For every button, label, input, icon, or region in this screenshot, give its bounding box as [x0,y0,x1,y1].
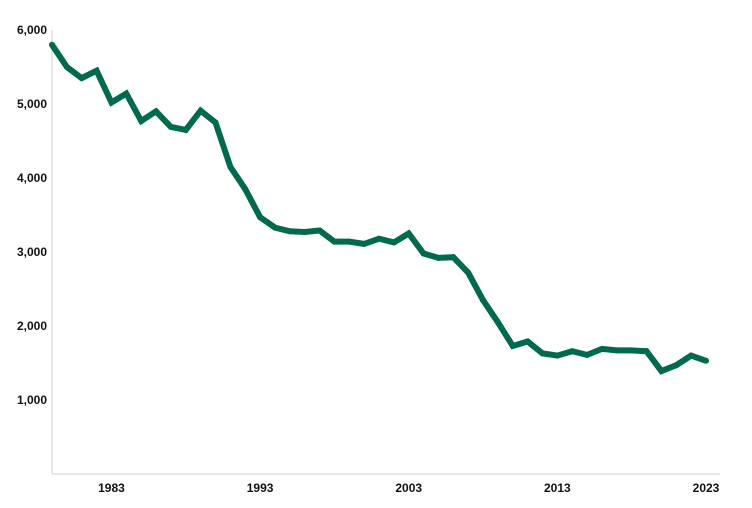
x-tick-label: 2023 [693,481,720,495]
series-line [49,43,707,375]
data-point [599,345,605,352]
data-point [465,269,472,276]
data-point [138,118,145,124]
data-point [509,343,516,349]
data-point [405,230,412,237]
y-tick-label: 6,000 [17,23,47,37]
y-tick-label: 5,000 [17,97,47,111]
data-point [212,119,219,126]
data-point [78,75,85,82]
y-tick-labels: 1,000 2,000 3,000 4,000 5,000 6,000 [17,23,47,407]
data-point [420,250,427,257]
data-point [286,228,293,235]
data-point [435,254,442,261]
data-point [703,357,709,364]
data-point [272,224,278,231]
data-point [316,227,323,234]
y-tick-label: 4,000 [17,171,47,185]
data-point [450,254,457,261]
series-layer [49,41,709,375]
data-point [182,126,189,133]
data-point [49,41,55,48]
data-point [93,67,100,74]
data-point [494,319,501,326]
x-tick-label: 2013 [544,481,571,495]
data-point [584,351,591,358]
data-point [569,348,576,355]
data-point [301,229,308,235]
data-point [643,348,650,355]
data-point [331,238,338,245]
data-point [108,99,115,106]
x-tick-label: 1993 [247,481,274,495]
data-point [242,186,249,193]
data-point [554,352,561,359]
data-point [688,352,695,359]
data-point [63,64,70,70]
data-point [257,214,264,221]
data-point [613,347,620,354]
data-point [673,362,680,369]
data-point [123,90,130,97]
data-point [658,368,665,375]
x-tick-labels: 1983 1993 2003 2013 2023 [98,481,720,495]
y-tick-label: 2,000 [17,319,47,333]
y-tick-label: 1,000 [17,393,47,407]
x-tick-label: 1983 [98,481,125,495]
axes [51,30,720,475]
data-point [197,107,204,114]
data-point [227,163,234,170]
data-point [167,123,174,130]
data-point [628,347,635,354]
x-tick-label: 2003 [395,481,422,495]
data-point [539,350,546,357]
data-point [361,240,368,247]
data-point [524,338,531,345]
data-point [480,297,486,304]
y-tick-label: 3,000 [17,245,47,259]
data-point [346,238,353,245]
data-point [153,108,159,115]
data-point [390,239,397,246]
data-point [376,235,382,242]
